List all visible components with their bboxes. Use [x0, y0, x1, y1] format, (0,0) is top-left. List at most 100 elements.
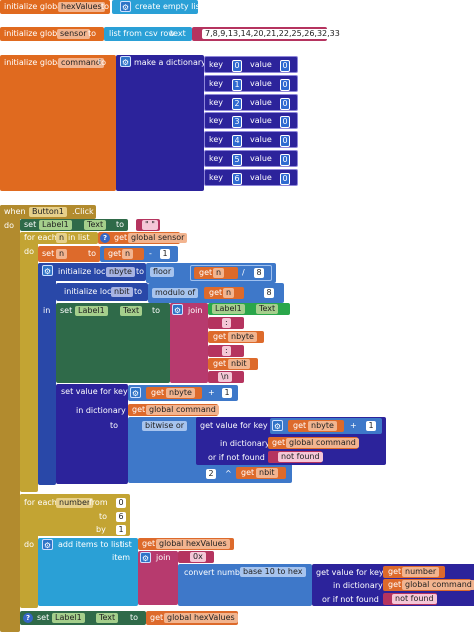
- number-eight[interactable]: 8: [264, 288, 274, 298]
- add-items-to-list-block[interactable]: [38, 538, 138, 606]
- number-eight[interactable]: 8: [254, 268, 264, 278]
- make-dictionary-block[interactable]: [116, 55, 204, 191]
- join-block[interactable]: [170, 303, 208, 383]
- gear-icon[interactable]: ⚙: [42, 539, 53, 550]
- nbit-dropdown[interactable]: nbit: [228, 359, 250, 369]
- plus-operator[interactable]: +: [350, 421, 357, 430]
- init-local-block[interactable]: [38, 263, 56, 485]
- key-value[interactable]: 6: [232, 172, 242, 185]
- value-value[interactable]: 0: [280, 154, 290, 166]
- divide-operator[interactable]: /: [242, 268, 245, 277]
- key-value[interactable]: 5: [232, 154, 242, 166]
- base-dropdown[interactable]: base 10 to hex: [240, 567, 306, 577]
- set-n-block[interactable]: [38, 246, 100, 262]
- number-dropdown[interactable]: number: [402, 567, 440, 577]
- n-var-field[interactable]: n: [56, 233, 68, 243]
- number-var-field[interactable]: number: [56, 498, 94, 508]
- nbyte-dropdown[interactable]: nbyte: [308, 421, 337, 431]
- not-found-value[interactable]: not found: [278, 452, 323, 462]
- help-icon[interactable]: ?: [23, 613, 33, 623]
- power-operator[interactable]: ^: [225, 469, 232, 478]
- nbyte-dropdown[interactable]: nbyte: [166, 388, 195, 398]
- n-dropdown[interactable]: n: [56, 249, 68, 259]
- global-command-dropdown[interactable]: global command: [146, 405, 219, 415]
- gear-icon[interactable]: ⚙: [120, 1, 131, 12]
- number-one[interactable]: 1: [366, 421, 376, 431]
- set-label-join-block[interactable]: [56, 303, 170, 383]
- var-name-command[interactable]: command: [58, 58, 104, 68]
- help-icon[interactable]: ?: [100, 233, 110, 243]
- init-global-command-block[interactable]: [0, 55, 116, 191]
- bitwise-or-dropdown[interactable]: bitwise or: [142, 421, 188, 431]
- value-value[interactable]: 0: [280, 172, 290, 185]
- label1-dropdown[interactable]: Label1: [39, 220, 72, 230]
- key-value[interactable]: 1: [232, 78, 242, 91]
- floor-dropdown[interactable]: floor: [150, 267, 175, 277]
- text-prop-dropdown[interactable]: Text: [256, 304, 279, 314]
- dict-pair-block[interactable]: [204, 56, 298, 73]
- label1-dropdown[interactable]: Label1: [212, 304, 245, 314]
- when-button1-click-block[interactable]: [0, 205, 20, 632]
- modulo-dropdown[interactable]: modulo of: [152, 288, 199, 298]
- text-prop-dropdown[interactable]: Text: [120, 306, 143, 316]
- key-value[interactable]: 4: [232, 135, 242, 148]
- set-value-for-key-block[interactable]: [56, 384, 128, 484]
- number-one[interactable]: 1: [160, 249, 170, 259]
- dict-pair-block[interactable]: [204, 112, 298, 130]
- global-hexvalues-dropdown[interactable]: global hexValues: [156, 539, 230, 549]
- nbyte-var-field[interactable]: nbyte: [106, 267, 135, 277]
- value-value[interactable]: 0: [280, 60, 290, 72]
- value-value[interactable]: 0: [280, 78, 290, 91]
- create-empty-list-block[interactable]: [112, 0, 198, 14]
- gear-icon[interactable]: ⚙: [172, 304, 183, 315]
- foreach-n-block[interactable]: [20, 232, 38, 492]
- dict-pair-block[interactable]: [204, 150, 298, 167]
- label1-dropdown[interactable]: Label1: [75, 306, 108, 316]
- var-name-sensor[interactable]: sensor: [57, 29, 90, 39]
- nbyte-dropdown[interactable]: nbyte: [228, 332, 257, 342]
- gear-icon[interactable]: ⚙: [120, 56, 131, 67]
- component-button1[interactable]: Button1: [29, 207, 67, 217]
- nbit-dropdown[interactable]: nbit: [256, 468, 278, 478]
- list-from-csv-row-block[interactable]: [104, 27, 192, 41]
- plus-operator[interactable]: +: [208, 388, 215, 397]
- gear-icon[interactable]: ⚙: [272, 420, 283, 431]
- dict-pair-block[interactable]: [204, 93, 298, 111]
- by-value[interactable]: 1: [116, 525, 126, 535]
- dict-pair-block[interactable]: [204, 74, 298, 92]
- csv-text-value[interactable]: 7,8,9,13,14,20,21,22,25,26,32,33: [202, 29, 343, 39]
- gear-icon[interactable]: ⚙: [140, 552, 151, 563]
- global-sensor-dropdown[interactable]: global sensor: [128, 233, 188, 243]
- ox-string-value[interactable]: 0x: [190, 552, 206, 562]
- minus-operator[interactable]: -: [149, 249, 152, 258]
- value-value[interactable]: 0: [280, 97, 290, 110]
- to-value[interactable]: 6: [116, 512, 126, 522]
- dict-pair-block[interactable]: [204, 168, 298, 186]
- empty-string-value[interactable]: " ": [142, 220, 158, 230]
- n-dropdown[interactable]: n: [223, 288, 235, 298]
- text-prop-dropdown[interactable]: Text: [96, 613, 119, 623]
- from-value[interactable]: 0: [116, 498, 126, 508]
- dict-pair-block[interactable]: [204, 131, 298, 149]
- var-name-hexvalues[interactable]: hexValues: [58, 2, 105, 12]
- value-value[interactable]: 0: [280, 116, 290, 129]
- global-command-dropdown[interactable]: global command: [286, 438, 359, 448]
- gear-icon[interactable]: ⚙: [130, 387, 141, 398]
- key-value[interactable]: 2: [232, 97, 242, 110]
- gear-icon[interactable]: ⚙: [42, 265, 53, 276]
- global-command-dropdown[interactable]: global command: [402, 580, 474, 590]
- not-found-value[interactable]: not found: [392, 594, 437, 604]
- number-one[interactable]: 1: [222, 388, 232, 398]
- colon-string-value[interactable]: :: [222, 318, 231, 328]
- n-dropdown[interactable]: n: [213, 268, 225, 278]
- label1-dropdown[interactable]: Label1: [52, 613, 85, 623]
- nbit-var-field[interactable]: nbit: [111, 287, 133, 297]
- key-value[interactable]: 0: [232, 60, 242, 72]
- number-two[interactable]: 2: [206, 469, 216, 479]
- colon-string-value[interactable]: :: [222, 346, 231, 356]
- n-dropdown[interactable]: n: [122, 249, 134, 259]
- global-hexvalues-dropdown[interactable]: global hexValues: [164, 613, 238, 623]
- value-value[interactable]: 0: [280, 135, 290, 148]
- newline-string-value[interactable]: \n: [218, 372, 232, 382]
- key-value[interactable]: 3: [232, 116, 242, 129]
